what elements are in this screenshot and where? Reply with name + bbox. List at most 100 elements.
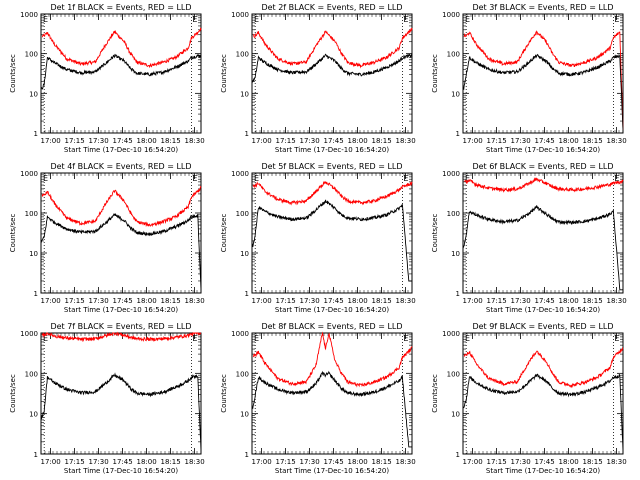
corner-marker-right: E <box>403 15 408 24</box>
y-axis-label: Counts/sec <box>431 374 439 413</box>
x-tick-label: 17:45 <box>535 137 555 145</box>
x-tick-label: 18:30 <box>607 297 627 305</box>
x-tick-label: 18:15 <box>583 137 603 145</box>
x-tick-label: 17:15 <box>487 137 507 145</box>
x-tick-label: 18:30 <box>396 458 416 466</box>
x-tick-label: 17:45 <box>535 297 555 305</box>
panel-title: Det 6f BLACK = Events, RED = LLD <box>472 162 613 171</box>
x-tick-label: 17:00 <box>252 137 272 145</box>
x-tick-label: 18:00 <box>137 458 157 466</box>
x-tick-label: 18:15 <box>372 458 392 466</box>
x-tick-label: 17:45 <box>535 458 555 466</box>
panel-det-5: Det 5f BLACK = Events, RED = LLD 1 10 100 10… <box>220 162 416 314</box>
series-lld <box>463 177 624 193</box>
panel-det-3: Det 3f BLACK = Events, RED = LLD 1 10 100 10… <box>431 3 627 154</box>
corner-marker-right: E <box>192 174 197 183</box>
corner-marker-right: E <box>403 174 408 183</box>
panel-title: Det 9f BLACK = Events, RED = LLD <box>472 322 613 331</box>
x-tick-label: 18:30 <box>396 137 416 145</box>
panel-det-2: Det 2f BLACK = Events, RED = LLD 1 10 100 10… <box>220 3 416 154</box>
x-tick-label: 18:00 <box>348 458 368 466</box>
x-tick-label: 17:15 <box>65 458 85 466</box>
x-tick-label: 18:30 <box>396 297 416 305</box>
panel-det-9: Det 9f BLACK = Events, RED = LLD 1 10 100 10… <box>431 322 627 475</box>
y-tick-label: 1 <box>34 451 38 459</box>
y-tick-label: 1 <box>456 451 460 459</box>
x-tick-label: 17:00 <box>463 137 483 145</box>
x-tick-label: 18:30 <box>607 137 627 145</box>
series-lld <box>252 28 413 69</box>
corner-marker-left: E <box>43 334 48 343</box>
y-axis-label: Counts/sec <box>431 54 439 93</box>
corner-marker-right: E <box>614 174 619 183</box>
y-axis-label: Counts/sec <box>9 54 17 93</box>
panel-det-6: Det 6f BLACK = Events, RED = LLD 1 10 100 10… <box>431 162 627 314</box>
x-tick-label: 17:15 <box>487 458 507 466</box>
x-tick-label: 17:30 <box>300 137 320 145</box>
corner-marker-right: E <box>192 15 197 24</box>
x-tick-label: 18:15 <box>583 458 603 466</box>
y-tick-label: 100 <box>236 370 249 378</box>
x-tick-label: 17:00 <box>41 297 61 305</box>
series-events <box>462 373 624 451</box>
x-tick-label: 17:00 <box>252 297 272 305</box>
y-tick-label: 100 <box>25 51 38 59</box>
x-axis-label: Start Time (17-Dec-10 16:54:20) <box>275 467 389 475</box>
x-axis-label: Start Time (17-Dec-10 16:54:20) <box>275 306 389 314</box>
series-lld <box>41 27 202 69</box>
panel-title: Det 3f BLACK = Events, RED = LLD <box>472 3 613 12</box>
series-events <box>462 53 624 130</box>
x-tick-label: 18:00 <box>348 137 368 145</box>
x-tick-label: 18:15 <box>583 297 603 305</box>
x-tick-label: 17:00 <box>41 458 61 466</box>
plot-frame <box>462 13 624 134</box>
plot-frame <box>251 332 413 455</box>
series-lld <box>41 331 202 343</box>
y-tick-label: 1000 <box>20 11 38 19</box>
y-axis-label: Counts/sec <box>431 214 439 253</box>
panel-det-7: Det 7f BLACK = Events, RED = LLD 1 10 100 10… <box>9 322 205 475</box>
y-tick-label: 100 <box>25 210 38 218</box>
panel-det-4: Det 4f BLACK = Events, RED = LLD 1 10 100 10… <box>9 162 205 314</box>
series-events <box>251 370 412 448</box>
corner-marker-left: E <box>465 334 470 343</box>
y-tick-label: 1 <box>245 130 249 138</box>
x-tick-label: 17:30 <box>89 458 109 466</box>
x-tick-label: 17:15 <box>276 137 296 145</box>
y-tick-label: 1000 <box>442 11 460 19</box>
x-tick-label: 17:00 <box>41 137 61 145</box>
series-lld <box>463 30 624 130</box>
x-tick-label: 17:15 <box>276 458 296 466</box>
y-axis-label: Counts/sec <box>220 374 228 413</box>
y-tick-label: 1000 <box>20 170 38 178</box>
y-tick-label: 10 <box>29 250 38 258</box>
panel-det-8: Det 8f BLACK = Events, RED = LLD 1 10 100 10… <box>220 322 416 475</box>
x-tick-label: 18:30 <box>185 458 205 466</box>
plot-frame <box>462 172 624 294</box>
corner-marker-right: E <box>614 334 619 343</box>
x-tick-label: 18:00 <box>348 297 368 305</box>
corner-marker-left: E <box>254 15 259 24</box>
y-tick-label: 1000 <box>231 330 249 338</box>
plot-frame <box>462 332 624 455</box>
x-tick-label: 17:00 <box>252 458 272 466</box>
y-tick-label: 100 <box>25 370 38 378</box>
x-tick-label: 17:45 <box>113 458 133 466</box>
y-tick-label: 10 <box>240 411 249 419</box>
plot-frame <box>40 332 202 455</box>
plot-frame <box>40 172 202 294</box>
y-tick-label: 10 <box>29 411 38 419</box>
x-tick-label: 18:00 <box>137 137 157 145</box>
y-tick-label: 1 <box>34 130 38 138</box>
series-events <box>251 52 413 84</box>
panel-det-1: Det 1f BLACK = Events, RED = LLD 1 10 100 10… <box>9 3 205 154</box>
series-lld <box>463 347 624 389</box>
x-tick-label: 17:30 <box>300 297 320 305</box>
x-tick-label: 17:30 <box>300 458 320 466</box>
x-axis-label: Start Time (17-Dec-10 16:54:20) <box>64 306 178 314</box>
panel-title: Det 2f BLACK = Events, RED = LLD <box>261 3 402 12</box>
corner-marker-right: E <box>192 334 197 343</box>
y-tick-label: 100 <box>236 210 249 218</box>
x-tick-label: 17:45 <box>324 458 344 466</box>
